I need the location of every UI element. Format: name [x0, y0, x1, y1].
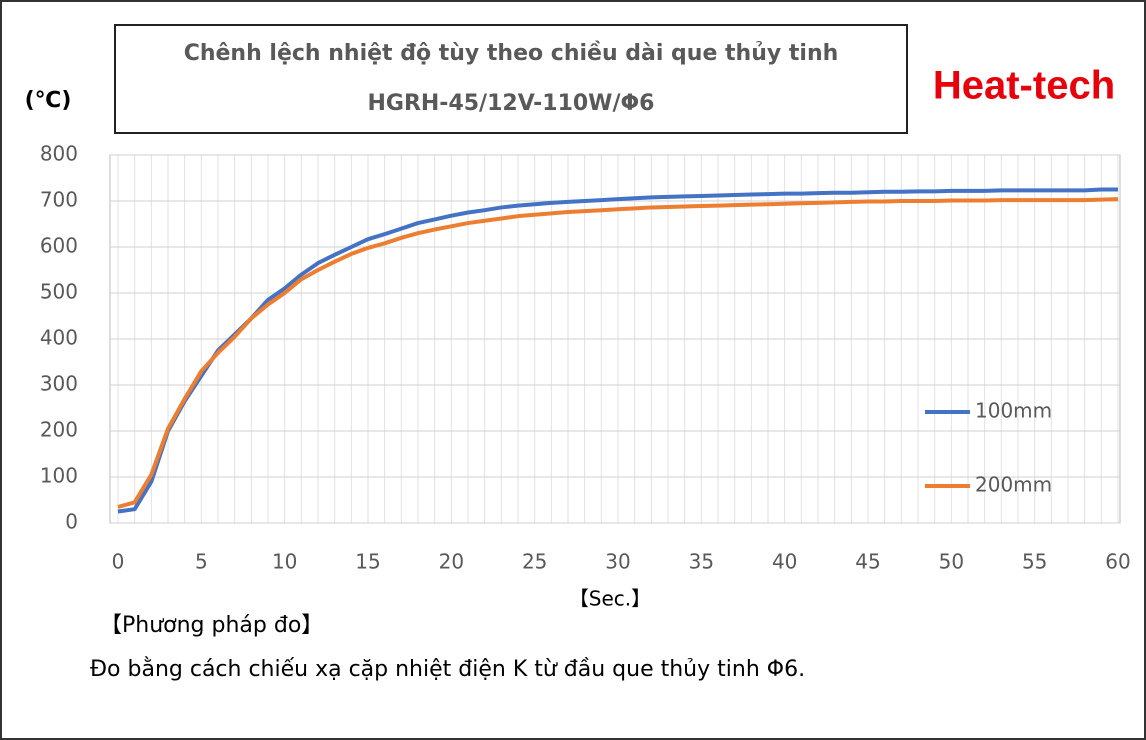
- y-tick-label: 800: [40, 142, 78, 166]
- x-tick-label: 15: [355, 550, 380, 574]
- x-axis-label: 【Sec.】: [569, 587, 651, 611]
- y-tick-label: 700: [40, 188, 78, 212]
- x-tick-label: 25: [522, 550, 547, 574]
- x-tick-label: 45: [855, 550, 880, 574]
- x-tick-label: 55: [1022, 550, 1047, 574]
- y-tick-label: 0: [65, 510, 78, 534]
- y-tick-label: 200: [40, 418, 78, 442]
- legend-label: 200mm: [975, 473, 1052, 497]
- y-axis-label: (℃): [25, 88, 72, 113]
- x-tick-label: 40: [772, 550, 797, 574]
- y-tick-label: 400: [40, 326, 78, 350]
- note: Đo bằng cách chiếu xạ cặp nhiệt điện K t…: [90, 657, 805, 682]
- x-tick-label: 60: [1105, 550, 1130, 574]
- x-tick-label: 30: [605, 550, 630, 574]
- y-tick-label: 300: [40, 372, 78, 396]
- chart-title: Chênh lệch nhiệt độ tùy theo chiều dài q…: [184, 41, 839, 66]
- x-tick-label: 35: [689, 550, 714, 574]
- x-tick-label: 5: [195, 550, 208, 574]
- title-box: [114, 24, 908, 134]
- x-tick-label: 10: [272, 550, 297, 574]
- legend-label: 100mm: [975, 399, 1052, 423]
- note-title: 【Phương pháp đo】: [100, 613, 323, 638]
- x-tick-label: 20: [439, 550, 464, 574]
- y-tick-label: 100: [40, 464, 78, 488]
- x-tick-label: 50: [939, 550, 964, 574]
- brand: Heat-tech: [933, 64, 1115, 108]
- chart-subtitle: HGRH-45/12V-110W/Φ6: [367, 91, 654, 116]
- line-series: [117, 197, 1119, 509]
- y-tick-label: 600: [40, 234, 78, 258]
- line-series: [117, 187, 1118, 514]
- x-tick-label: 0: [112, 550, 125, 574]
- y-tick-label: 500: [40, 280, 78, 304]
